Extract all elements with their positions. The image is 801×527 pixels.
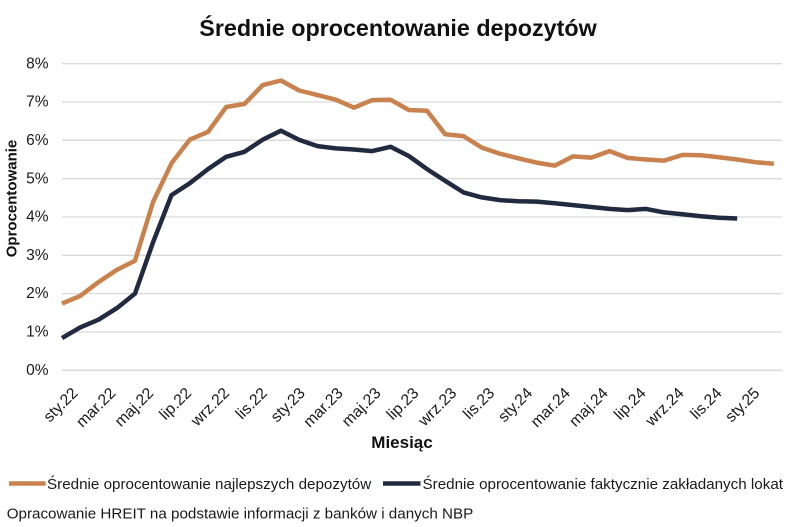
svg-text:8%: 8% <box>26 55 49 72</box>
svg-text:1%: 1% <box>26 324 49 341</box>
svg-text:Opracowanie HREIT na podstawie: Opracowanie HREIT na podstawie informacj… <box>7 506 474 523</box>
svg-text:6%: 6% <box>26 132 49 149</box>
svg-text:7%: 7% <box>26 94 49 111</box>
svg-text:Średnie oprocentowanie depozyt: Średnie oprocentowanie depozytów <box>199 14 597 41</box>
svg-text:4%: 4% <box>26 209 49 226</box>
svg-text:3%: 3% <box>26 247 49 264</box>
svg-text:2%: 2% <box>26 285 49 302</box>
svg-text:Miesiąc: Miesiąc <box>371 433 432 452</box>
svg-text:Średnie oprocentowanie faktycz: Średnie oprocentowanie faktycznie zakład… <box>423 475 784 493</box>
svg-text:Średnie oprocentowanie najleps: Średnie oprocentowanie najlepszych depoz… <box>47 475 371 493</box>
svg-text:0%: 0% <box>26 362 49 379</box>
svg-text:Oprocentowanie: Oprocentowanie <box>4 140 21 258</box>
svg-text:5%: 5% <box>26 170 49 187</box>
